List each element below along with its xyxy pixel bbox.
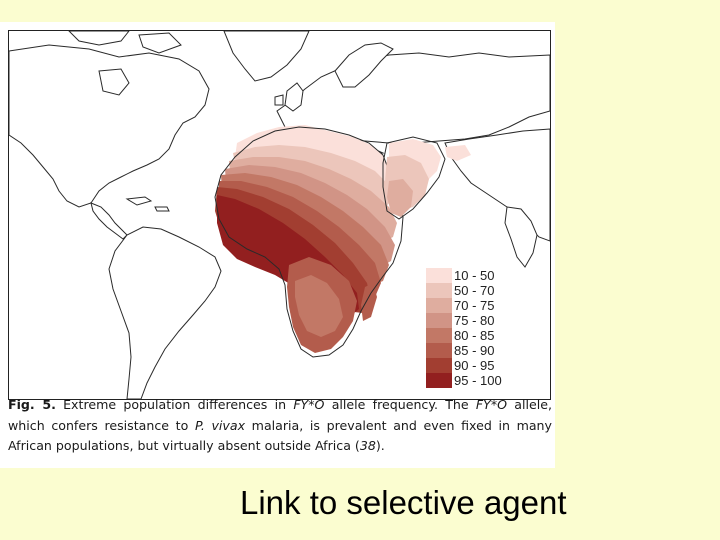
madagascar-band	[361, 283, 377, 321]
map-svg	[9, 31, 550, 399]
legend-swatch	[426, 283, 452, 298]
caption-text-1: Extreme population differences in	[55, 397, 294, 412]
scandinavia-outline	[334, 42, 394, 88]
india-outline	[504, 206, 538, 268]
slide-subtitle: Link to selective agent	[240, 484, 567, 521]
caption-text-2: allele frequency. The	[324, 397, 476, 412]
world-map	[8, 30, 551, 400]
legend-row: 90 - 95	[426, 358, 502, 373]
band-southern-africa-inner	[295, 275, 343, 337]
legend-label: 85 - 90	[454, 343, 495, 358]
africa-outline	[214, 126, 404, 358]
legend-swatch	[426, 343, 452, 358]
legend-label: 70 - 75	[454, 298, 495, 313]
legend-swatch	[426, 313, 452, 328]
legend-row: 95 - 100	[426, 373, 502, 388]
caption-text-3: allele, which confers resistance to	[8, 397, 552, 433]
legend-label: 10 - 50	[454, 268, 495, 283]
legend-row: 10 - 50	[426, 268, 502, 283]
british-isles-outline	[274, 82, 304, 112]
north-america-outline	[9, 44, 210, 208]
greenland-outline	[223, 31, 310, 82]
legend-swatch	[426, 358, 452, 373]
caption-ref: 38	[359, 438, 376, 453]
iran-band	[445, 145, 471, 161]
legend-label: 90 - 95	[454, 358, 495, 373]
caption-text-4: malaria, is prevalent and even fixed in …	[8, 417, 552, 454]
africa-frequency-bands	[215, 125, 397, 353]
caption-gene-1: FY*O	[293, 397, 325, 412]
caption-text-5: ).	[375, 438, 385, 453]
legend-row: 70 - 75	[426, 298, 502, 313]
arctic-islands-outline	[68, 31, 182, 54]
caption-fig-label: Fig. 5.	[8, 397, 56, 412]
legend-swatch	[426, 268, 452, 283]
legend-swatch	[426, 298, 452, 313]
legend-label: 75 - 80	[454, 313, 495, 328]
legend-row: 80 - 85	[426, 328, 502, 343]
legend-swatch	[426, 373, 452, 388]
legend-label: 95 - 100	[454, 373, 502, 388]
map-legend: 10 - 50 50 - 70 70 - 75 75 - 80 80 - 85 85 - …	[426, 268, 502, 388]
figure-panel: 10 - 50 50 - 70 70 - 75 75 - 80 80 - 85 85 - …	[0, 22, 555, 468]
legend-row: 50 - 70	[426, 283, 502, 298]
central-america-outline	[90, 202, 128, 240]
arabia-band-70-75	[387, 179, 413, 217]
figure-caption: Fig. 5. Extreme population differences i…	[8, 395, 552, 457]
arabia-outline	[382, 136, 446, 220]
legend-label: 50 - 70	[454, 283, 495, 298]
caption-species: P. vivax	[194, 417, 246, 433]
legend-row: 85 - 90	[426, 343, 502, 358]
south-america-outline	[108, 226, 222, 399]
caption-gene-2: FY*O	[475, 397, 508, 412]
legend-label: 80 - 85	[454, 328, 495, 343]
hudson-bay-outline	[98, 68, 130, 96]
caribbean-outline	[125, 196, 170, 212]
arabian-peninsula	[382, 136, 446, 220]
legend-swatch	[426, 328, 452, 343]
legend-row: 75 - 80	[426, 313, 502, 328]
